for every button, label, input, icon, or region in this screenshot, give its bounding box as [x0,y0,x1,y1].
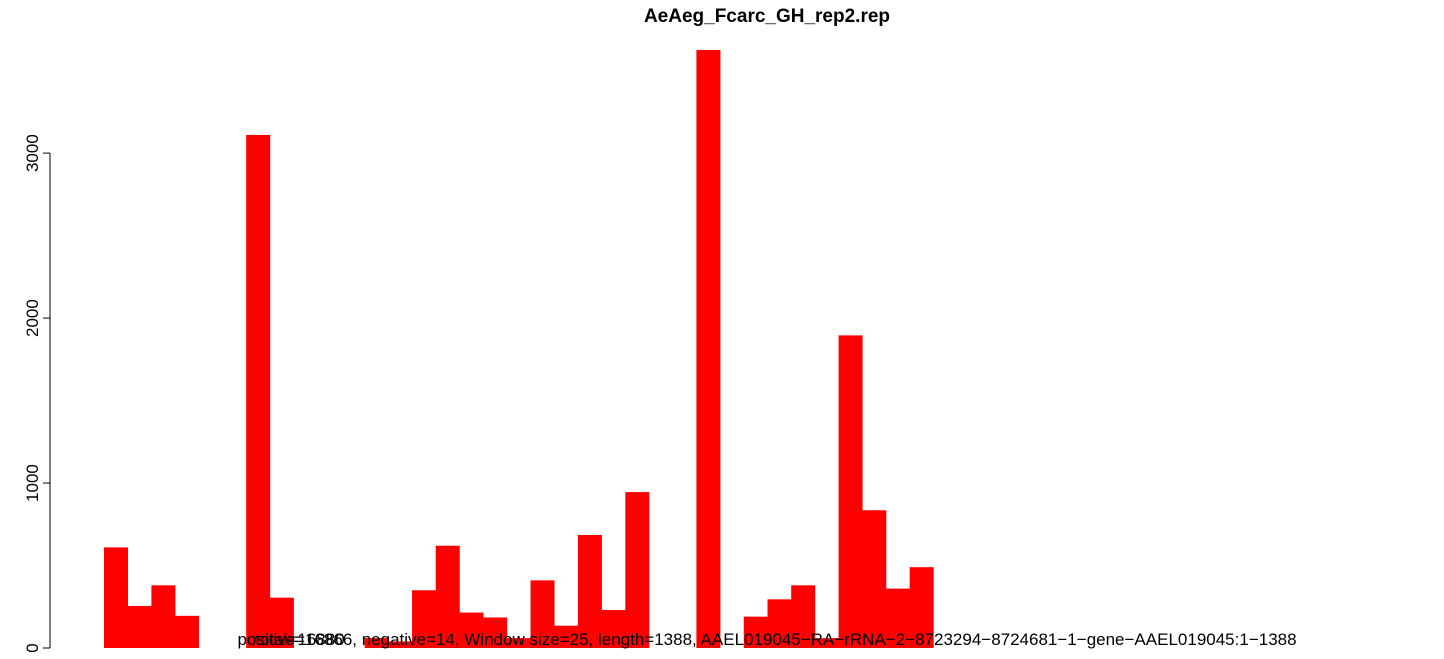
bar [554,625,579,648]
annotation: total=16880 [255,630,344,649]
bar [483,617,508,648]
bar [530,580,555,648]
bar [175,615,200,648]
bar [246,134,271,648]
bar [862,510,887,648]
y-tick-label: 3000 [23,134,42,172]
bar [506,638,531,648]
bar [791,585,816,648]
bar [151,585,176,648]
bar [625,492,650,648]
bar [412,590,437,648]
bar [269,597,294,648]
bar [885,588,910,648]
bar [696,50,721,648]
bar [435,545,460,648]
bar [459,612,484,648]
y-tick-label: 0 [23,643,42,652]
bar [577,534,602,648]
annotation: positive=16866, negative=14, Window size… [237,630,1296,649]
chart-title: AeAeg_Fcarc_GH_rep2.rep [644,6,890,27]
bar [364,638,389,648]
bar [127,605,152,648]
y-tick-label: 2000 [23,299,42,337]
bar [814,638,839,648]
bar [838,335,863,648]
y-tick-label: 1000 [23,464,42,502]
bar [601,610,626,648]
bar [767,599,792,648]
bar [104,547,128,648]
bar [388,641,413,648]
bar [743,616,768,648]
bar [909,567,934,648]
